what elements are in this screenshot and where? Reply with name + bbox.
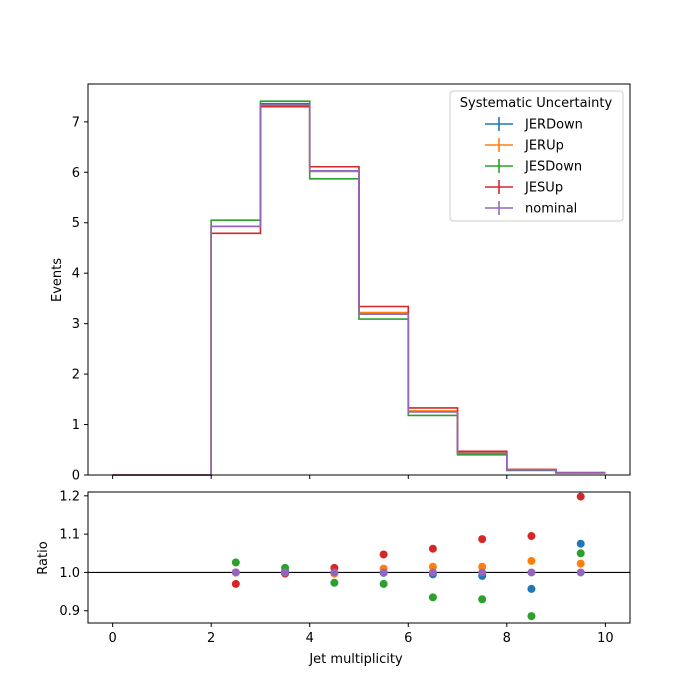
ratio-x-ticks: 0 2 4 6 8 10 [108, 623, 614, 646]
ratio-point-nominal [330, 568, 339, 577]
ratio-point-nominal [576, 568, 585, 577]
ratio-point-jerup [527, 556, 536, 565]
legend-entry-jerup: JERUp [485, 138, 564, 154]
histogram-y-tick-label: 3 [72, 317, 80, 332]
ratio-plot-area [88, 492, 630, 623]
histogram-y-tick-label: 1 [72, 418, 80, 433]
ratio-point-jesdown [428, 593, 437, 602]
histogram-y-tick-label: 6 [72, 166, 80, 181]
histogram-y-tick-label: 7 [72, 115, 80, 130]
ratio-point-jesdown [330, 578, 339, 587]
ratio-point-jesup [478, 535, 487, 544]
ratio-point-jesup [428, 544, 437, 553]
ratio-y-ticks: 0.9 1.0 1.1 1.2 [59, 489, 88, 619]
ratio-y-tick-label: 1.2 [59, 489, 80, 504]
ratio-point-jesdown [576, 549, 585, 558]
ratio-point-jesdown [231, 558, 240, 567]
legend-title: Systematic Uncertainty [460, 96, 613, 111]
legend-label-jerdown: JERDown [524, 118, 583, 133]
ratio-point-jerup [576, 559, 585, 568]
ratio-point-jerup [428, 562, 437, 571]
ratio-x-tick-label: 10 [597, 631, 614, 646]
histogram-line-nominal [112, 104, 606, 476]
ratio-x-tick-label: 8 [503, 631, 511, 646]
ratio-point-jerdown [527, 584, 536, 593]
ratio-x-axis-label: Jet multiplicity [308, 652, 403, 667]
legend-entry-jesdown: JESDown [485, 159, 582, 175]
histogram-frame [87, 83, 631, 476]
ratio-point-nominal [478, 568, 487, 577]
ratio-point-jesdown [379, 579, 388, 588]
ratio-x-tick-label: 4 [306, 631, 314, 646]
ratio-panel: 0 2 4 6 8 10 0.9 1.0 1.1 1.2 Jet multiplicity Ra… [36, 489, 631, 667]
ratio-point-nominal [379, 568, 388, 577]
histogram-y-tick-label: 0 [72, 469, 80, 484]
ratio-x-tick-label: 2 [207, 631, 215, 646]
histogram-series-group [112, 100, 606, 476]
ratio-point-jerup [478, 562, 487, 571]
ratio-x-tick-label: 0 [108, 631, 116, 646]
legend-label-jesdown: JESDown [524, 160, 582, 175]
histogram-y-tick-label: 5 [72, 216, 80, 231]
legend-entries: JERDown JERUp JESDown JESUp nominal [485, 117, 583, 217]
legend-entry-jesup: JESUp [485, 180, 563, 196]
ratio-point-nominal [281, 568, 290, 577]
legend-entry-jerdown: JERDown [485, 117, 583, 133]
ratio-point-jesdown [478, 595, 487, 604]
legend-entry-nominal: nominal [485, 201, 577, 217]
ratio-y-tick-label: 0.9 [59, 604, 80, 619]
legend-label-jesup: JESUp [524, 181, 563, 196]
legend-label-nominal: nominal [525, 202, 577, 217]
histogram-y-tick-label: 2 [72, 368, 80, 383]
ratio-point-jesup [379, 550, 388, 559]
histogram-y-axis-label: Events [50, 258, 65, 302]
legend: Systematic Uncertainty JERDown JERUp JESDo… [449, 90, 624, 222]
ratio-points-group [231, 492, 585, 621]
ratio-point-nominal [428, 568, 437, 577]
ratio-x-tick-label: 6 [404, 631, 412, 646]
ratio-point-nominal [527, 568, 536, 577]
histogram-panel: 0 1 2 3 4 5 6 7 Events Systematic Uncertainty J… [50, 83, 631, 484]
histogram-y-ticks: 0 1 2 3 4 5 6 7 [72, 115, 88, 484]
ratio-point-jesup [231, 579, 240, 588]
ratio-point-jesup [527, 532, 536, 541]
ratio-point-nominal [231, 568, 240, 577]
ratio-y-tick-label: 1.1 [59, 528, 80, 543]
ratio-point-jesup [576, 492, 585, 501]
ratio-point-jesdown [527, 612, 536, 621]
ratio-frame [87, 491, 631, 624]
histogram-y-tick-label: 4 [72, 267, 80, 282]
ratio-point-jerdown [576, 539, 585, 548]
legend-label-jerup: JERUp [524, 139, 564, 154]
histogram-x-ticks [112, 475, 606, 479]
ratio-y-axis-label: Ratio [36, 541, 51, 574]
ratio-y-tick-label: 1.0 [59, 566, 80, 581]
